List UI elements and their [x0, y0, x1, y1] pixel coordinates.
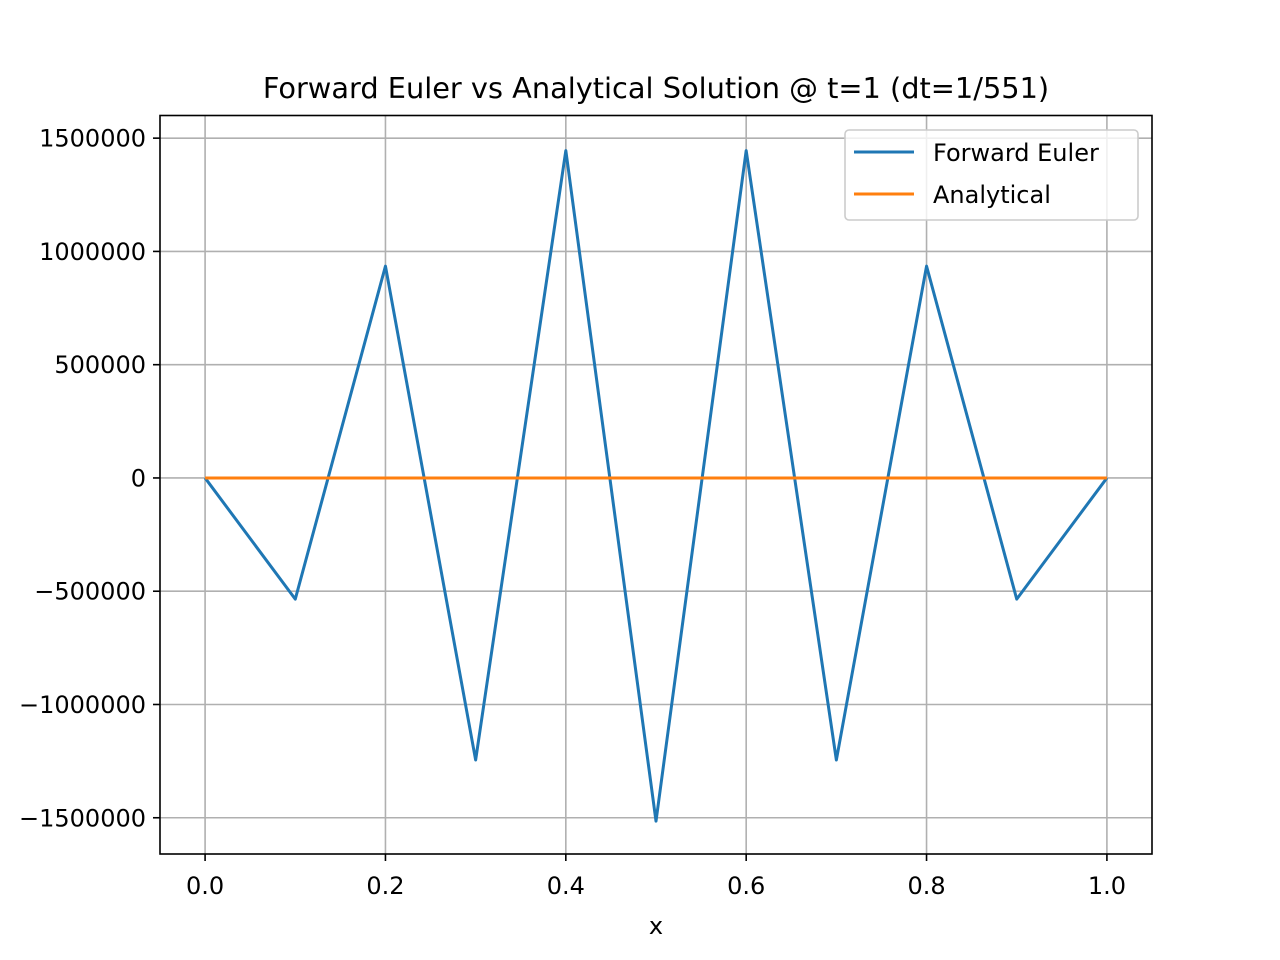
x-tick-label: 0.6 — [727, 872, 765, 900]
y-tick-label: 500000 — [54, 351, 146, 379]
x-tick-label: 0.0 — [186, 872, 224, 900]
x-tick-label: 0.8 — [907, 872, 945, 900]
y-axis-ticks: 1500000 1000000 500000 0 −500000 −1000000 −150… — [19, 125, 160, 832]
y-tick-label: −500000 — [34, 578, 146, 606]
y-tick-label: 1500000 — [39, 125, 146, 153]
legend: Forward Euler Analytical — [844, 129, 1139, 221]
legend-label-forward-euler: Forward Euler — [933, 139, 1099, 167]
chart-title: Forward Euler vs Analytical Solution @ t… — [263, 71, 1049, 105]
y-tick-label: 0 — [131, 464, 146, 492]
x-axis-label: x — [649, 912, 663, 940]
x-axis-ticks: 0.0 0.2 0.4 0.6 0.8 1.0 — [186, 854, 1126, 900]
x-tick-label: 0.4 — [547, 872, 585, 900]
legend-label-analytical: Analytical — [933, 181, 1051, 209]
series-lines — [203, 149, 1109, 823]
y-tick-label: −1000000 — [19, 691, 146, 719]
y-tick-label: 1000000 — [39, 238, 146, 266]
y-tick-label: −1500000 — [19, 804, 146, 832]
x-tick-label: 1.0 — [1088, 872, 1126, 900]
legend-box — [844, 129, 1139, 221]
x-tick-label: 0.2 — [366, 872, 404, 900]
plot-frame — [159, 114, 1153, 855]
